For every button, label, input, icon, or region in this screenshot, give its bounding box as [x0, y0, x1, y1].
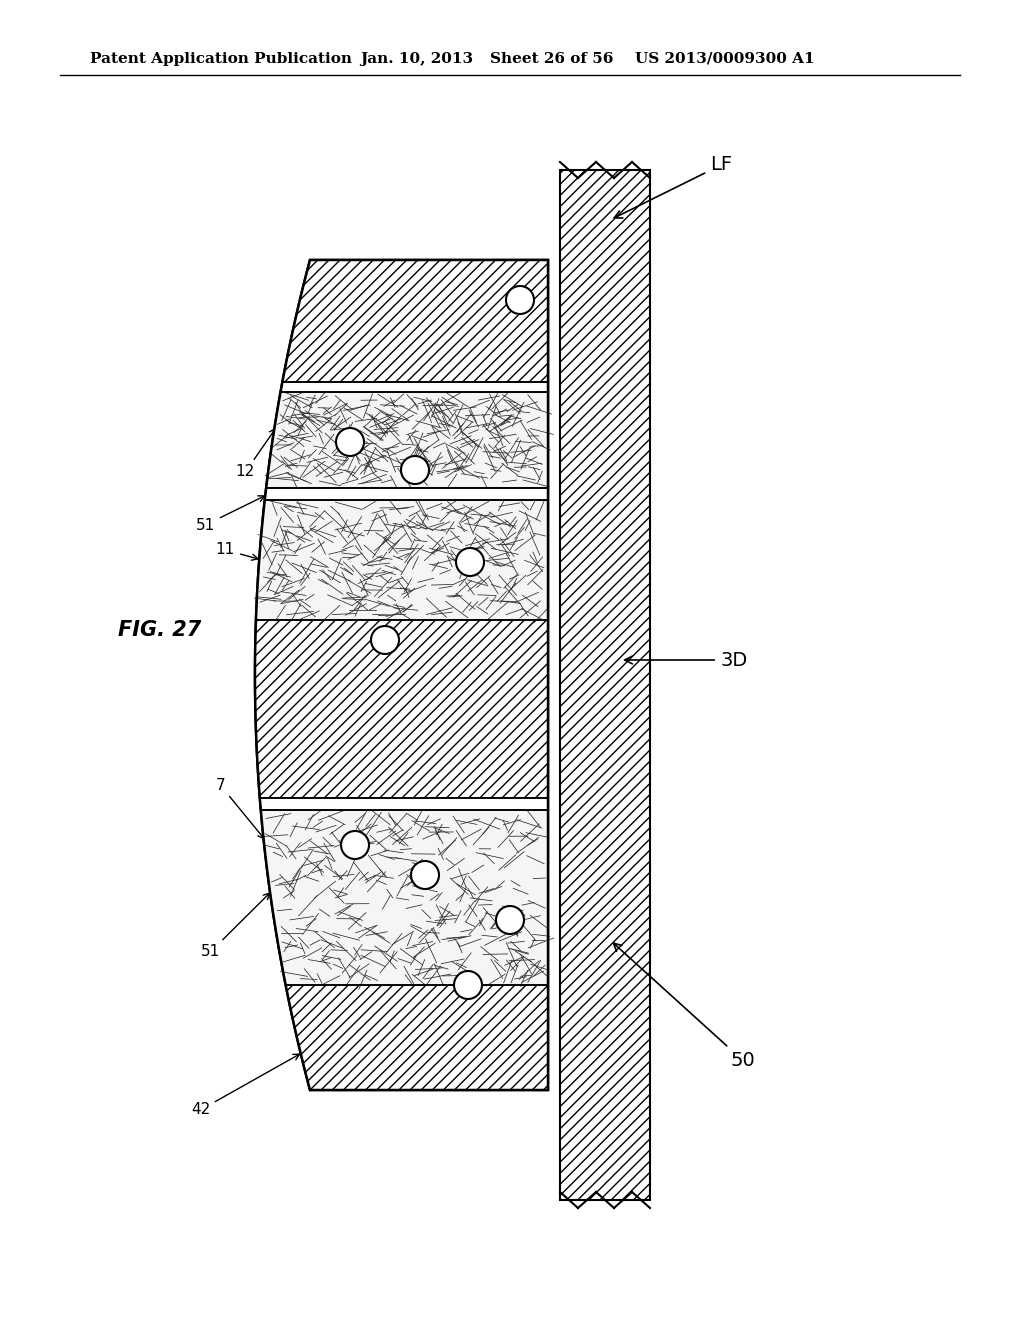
Text: 7: 7	[215, 777, 264, 838]
Polygon shape	[261, 810, 548, 985]
Text: 51: 51	[201, 894, 269, 960]
Circle shape	[506, 286, 534, 314]
Text: 11: 11	[216, 543, 258, 560]
Text: FIG. 27: FIG. 27	[119, 620, 202, 640]
Text: Patent Application Publication: Patent Application Publication	[90, 51, 352, 66]
Text: Sheet 26 of 56: Sheet 26 of 56	[490, 51, 613, 66]
Text: LF: LF	[614, 156, 732, 218]
Text: 12: 12	[236, 429, 275, 479]
Bar	[560, 170, 650, 1200]
Polygon shape	[266, 392, 548, 488]
Circle shape	[411, 861, 439, 888]
Polygon shape	[283, 260, 548, 381]
Polygon shape	[255, 620, 548, 799]
Text: Jan. 10, 2013: Jan. 10, 2013	[360, 51, 473, 66]
Circle shape	[496, 906, 524, 935]
Text: 51: 51	[196, 496, 264, 532]
Polygon shape	[286, 985, 548, 1090]
Text: 42: 42	[190, 1055, 300, 1118]
Polygon shape	[281, 381, 548, 392]
Circle shape	[371, 626, 399, 653]
Circle shape	[401, 455, 429, 484]
Circle shape	[456, 548, 484, 576]
Polygon shape	[255, 260, 548, 1090]
Circle shape	[454, 972, 482, 999]
Polygon shape	[260, 799, 548, 810]
Circle shape	[341, 832, 369, 859]
Text: 3D: 3D	[625, 651, 748, 669]
Circle shape	[336, 428, 364, 455]
Polygon shape	[256, 500, 548, 620]
Text: US 2013/0009300 A1: US 2013/0009300 A1	[635, 51, 815, 66]
Polygon shape	[265, 488, 548, 500]
Text: 50: 50	[613, 942, 755, 1069]
